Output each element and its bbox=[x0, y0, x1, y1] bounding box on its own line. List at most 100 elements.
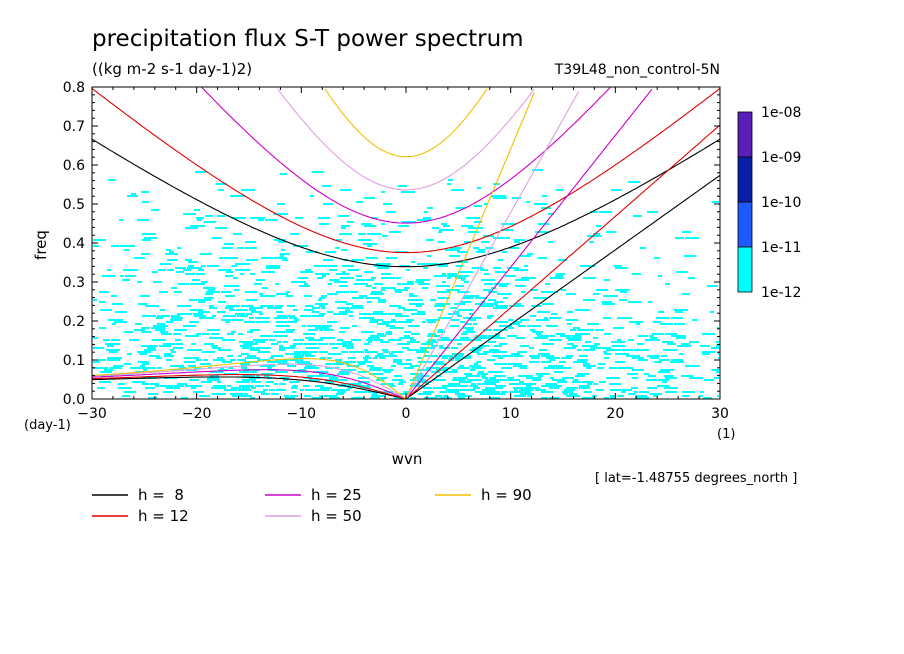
heatmap-cell bbox=[266, 381, 274, 383]
heatmap-cell bbox=[682, 395, 689, 397]
y-tick-label: 0.5 bbox=[63, 197, 85, 213]
heatmap-cell bbox=[420, 349, 427, 351]
heatmap-cell bbox=[196, 359, 202, 361]
heatmap-cell bbox=[354, 391, 367, 393]
heatmap-cell bbox=[138, 361, 149, 363]
heatmap-cell bbox=[377, 267, 389, 269]
heatmap-cell bbox=[366, 257, 378, 259]
dispersion-curve-rossby-h50 bbox=[91, 363, 407, 400]
heatmap-cell bbox=[650, 337, 657, 339]
heatmap-cell bbox=[496, 387, 503, 389]
y-tick-label: 0.2 bbox=[63, 314, 85, 330]
heatmap-cell bbox=[336, 273, 349, 275]
heatmap-cell bbox=[398, 307, 405, 309]
heatmap-cell bbox=[438, 317, 452, 319]
heatmap-cell bbox=[266, 267, 280, 269]
heatmap-cell bbox=[100, 309, 112, 311]
heatmap-cell bbox=[237, 247, 244, 249]
heatmap-cell bbox=[207, 265, 219, 267]
heatmap-cell bbox=[111, 245, 119, 247]
heatmap-cell bbox=[183, 213, 196, 215]
heatmap-cell bbox=[449, 255, 460, 257]
heatmap-cell bbox=[604, 333, 611, 335]
heatmap-cell bbox=[99, 381, 111, 383]
heatmap-cell bbox=[327, 357, 332, 359]
heatmap-cell bbox=[138, 303, 147, 305]
heatmap-cell bbox=[594, 343, 600, 345]
heatmap-cell bbox=[154, 345, 158, 347]
heatmap-cell bbox=[109, 367, 122, 369]
heatmap-cell bbox=[456, 265, 463, 267]
heatmap-cell bbox=[439, 345, 443, 347]
heatmap-cell bbox=[335, 359, 342, 361]
y-tick-label: 0.8 bbox=[63, 80, 85, 96]
heatmap-cell bbox=[161, 333, 172, 335]
heatmap-cell bbox=[566, 293, 576, 295]
heatmap-cell bbox=[535, 389, 546, 391]
heatmap-cell bbox=[325, 367, 333, 369]
heatmap-cell bbox=[140, 365, 145, 367]
heatmap-cell bbox=[199, 395, 210, 397]
heatmap-cell bbox=[221, 319, 231, 321]
heatmap-cell bbox=[340, 277, 354, 279]
heatmap-cell bbox=[430, 299, 436, 301]
heatmap-cell bbox=[615, 353, 629, 355]
heatmap-cell bbox=[452, 369, 457, 371]
heatmap-cell bbox=[470, 369, 475, 371]
heatmap-cell bbox=[312, 171, 324, 173]
heatmap-cell bbox=[298, 369, 306, 371]
heatmap-cell bbox=[451, 189, 464, 191]
heatmap-cell bbox=[100, 371, 112, 373]
heatmap-cell bbox=[257, 359, 261, 361]
heatmap-cell bbox=[460, 301, 471, 303]
heatmap-cell bbox=[319, 395, 323, 397]
heatmap-cell bbox=[194, 209, 200, 211]
heatmap-cell bbox=[340, 189, 351, 191]
heatmap-cell bbox=[203, 287, 215, 289]
heatmap-cell bbox=[328, 283, 332, 285]
heatmap-cell bbox=[209, 307, 217, 309]
heatmap-cell bbox=[476, 251, 485, 253]
heatmap-cell bbox=[438, 231, 442, 233]
heatmap-cell bbox=[157, 367, 162, 369]
heatmap-cell bbox=[294, 351, 309, 353]
heatmap-cell bbox=[139, 353, 147, 355]
heatmap-cell bbox=[514, 321, 522, 323]
heatmap-cell bbox=[458, 397, 465, 399]
heatmap-cell bbox=[151, 327, 165, 329]
heatmap-cell bbox=[587, 323, 599, 325]
heatmap-cell bbox=[650, 357, 659, 359]
heatmap-cell bbox=[232, 265, 237, 267]
heatmap-cell bbox=[124, 249, 129, 251]
heatmap-cell bbox=[163, 343, 175, 345]
heatmap-cell bbox=[676, 337, 686, 339]
heatmap-cell bbox=[372, 313, 387, 315]
heatmap-cell bbox=[529, 347, 534, 349]
heatmap-cell bbox=[458, 271, 473, 273]
heatmap-cell bbox=[664, 387, 678, 389]
heatmap-cell bbox=[225, 295, 235, 297]
heatmap-cell bbox=[141, 191, 149, 193]
heatmap-cell bbox=[348, 357, 356, 359]
heatmap-cell bbox=[457, 367, 470, 369]
heatmap-cell bbox=[336, 239, 342, 241]
heatmap-cell bbox=[277, 203, 285, 205]
heatmap-cell bbox=[389, 231, 401, 233]
heatmap-cell bbox=[457, 315, 462, 317]
heatmap-cell bbox=[125, 275, 136, 277]
heatmap-cell bbox=[267, 307, 282, 309]
heatmap-cell bbox=[306, 361, 310, 363]
heatmap-cell bbox=[443, 225, 450, 227]
heatmap-cell bbox=[466, 329, 473, 331]
heatmap-cell bbox=[485, 387, 495, 389]
heatmap-cell bbox=[448, 179, 453, 181]
heatmap-cell bbox=[438, 241, 445, 243]
heatmap-cell bbox=[142, 239, 151, 241]
heatmap-cell bbox=[120, 245, 135, 247]
heatmap-cell bbox=[307, 325, 321, 327]
heatmap-cell bbox=[277, 315, 287, 317]
heatmap-cell bbox=[401, 191, 415, 193]
heatmap-cell bbox=[290, 353, 301, 355]
heatmap-cell bbox=[332, 375, 336, 377]
heatmap-cell bbox=[566, 337, 581, 339]
